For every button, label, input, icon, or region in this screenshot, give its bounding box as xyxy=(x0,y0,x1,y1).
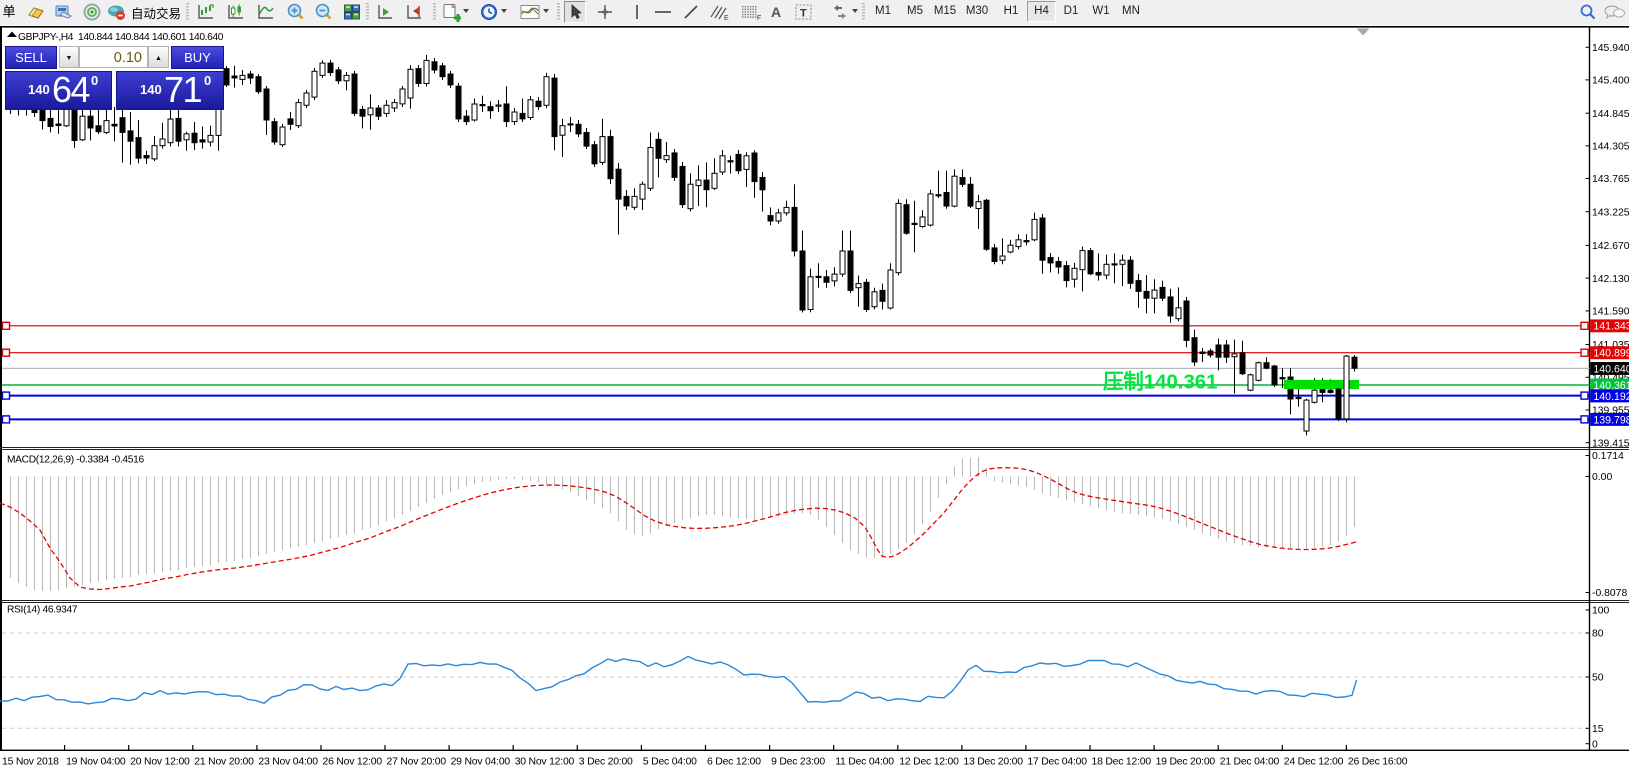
svg-text:20 Nov 12:00: 20 Nov 12:00 xyxy=(130,757,190,768)
svg-text:T: T xyxy=(800,8,807,20)
svg-text:29 Nov 04:00: 29 Nov 04:00 xyxy=(451,757,511,768)
svg-text:140.192: 140.192 xyxy=(1593,391,1629,403)
svg-text:13 Dec 20:00: 13 Dec 20:00 xyxy=(963,757,1023,768)
svg-text:压制140.361: 压制140.361 xyxy=(1103,371,1218,394)
svg-text:15 Nov 2018: 15 Nov 2018 xyxy=(2,757,59,768)
svg-text:141.343: 141.343 xyxy=(1593,321,1629,333)
svg-text:30 Nov 12:00: 30 Nov 12:00 xyxy=(515,757,575,768)
svg-text:21 Nov 20:00: 21 Nov 20:00 xyxy=(194,757,254,768)
svg-text:5 Dec 04:00: 5 Dec 04:00 xyxy=(643,757,697,768)
svg-text:141.035: 141.035 xyxy=(1592,340,1629,351)
svg-text:MACD(12,26,9) -0.3384 -0.4516: MACD(12,26,9) -0.3384 -0.4516 xyxy=(7,455,144,466)
svg-text:140.640: 140.640 xyxy=(1593,363,1629,375)
svg-text:3 Dec 20:00: 3 Dec 20:00 xyxy=(579,757,633,768)
svg-text:19 Nov 04:00: 19 Nov 04:00 xyxy=(66,757,126,768)
svg-text:0.1714: 0.1714 xyxy=(1592,451,1624,462)
svg-text:139.798: 139.798 xyxy=(1593,414,1629,426)
svg-text:6 Dec 12:00: 6 Dec 12:00 xyxy=(707,757,761,768)
svg-text:139.415: 139.415 xyxy=(1592,438,1629,449)
svg-text:E: E xyxy=(724,15,729,22)
svg-text:12 Dec 12:00: 12 Dec 12:00 xyxy=(899,757,959,768)
svg-text:GBPJPY-,H4 140.844 140.844 14: GBPJPY-,H4 140.844 140.844 140.601 140.6… xyxy=(18,32,224,43)
svg-text:21 Dec 04:00: 21 Dec 04:00 xyxy=(1220,757,1280,768)
svg-text:145.940: 145.940 xyxy=(1592,43,1629,54)
svg-text:0: 0 xyxy=(1592,739,1598,750)
svg-text:80: 80 xyxy=(1592,629,1604,640)
svg-text:143.225: 143.225 xyxy=(1592,207,1629,218)
svg-text:144.845: 144.845 xyxy=(1592,109,1629,120)
svg-text:17 Dec 04:00: 17 Dec 04:00 xyxy=(1027,757,1087,768)
svg-text:142.130: 142.130 xyxy=(1592,274,1629,285)
svg-text:19 Dec 20:00: 19 Dec 20:00 xyxy=(1156,757,1216,768)
svg-text:18 Dec 12:00: 18 Dec 12:00 xyxy=(1092,757,1152,768)
svg-text:26 Dec 16:00: 26 Dec 16:00 xyxy=(1348,757,1408,768)
svg-text:0.00: 0.00 xyxy=(1592,472,1612,483)
svg-text:140.361: 140.361 xyxy=(1593,380,1629,392)
svg-text:27 Nov 20:00: 27 Nov 20:00 xyxy=(387,757,447,768)
svg-text:50: 50 xyxy=(1592,673,1604,684)
svg-text:141.590: 141.590 xyxy=(1592,307,1629,318)
svg-text:100: 100 xyxy=(1592,606,1610,617)
svg-text:-0.8078: -0.8078 xyxy=(1592,588,1627,599)
svg-text:23 Nov 04:00: 23 Nov 04:00 xyxy=(258,757,318,768)
svg-text:F: F xyxy=(757,15,761,22)
svg-text:26 Nov 12:00: 26 Nov 12:00 xyxy=(323,757,383,768)
svg-text:24 Dec 12:00: 24 Dec 12:00 xyxy=(1284,757,1344,768)
svg-text:143.765: 143.765 xyxy=(1592,174,1629,185)
svg-text:142.670: 142.670 xyxy=(1592,241,1629,252)
svg-text:RSI(14) 46.9347: RSI(14) 46.9347 xyxy=(7,605,78,616)
svg-text:11 Dec 04:00: 11 Dec 04:00 xyxy=(835,757,894,768)
svg-text:140.899: 140.899 xyxy=(1593,348,1629,360)
svg-text:144.305: 144.305 xyxy=(1592,142,1629,153)
svg-text:139.955: 139.955 xyxy=(1592,406,1629,417)
svg-text:15: 15 xyxy=(1592,724,1604,735)
svg-text:9 Dec 23:00: 9 Dec 23:00 xyxy=(771,757,825,768)
svg-text:145.400: 145.400 xyxy=(1592,76,1629,87)
